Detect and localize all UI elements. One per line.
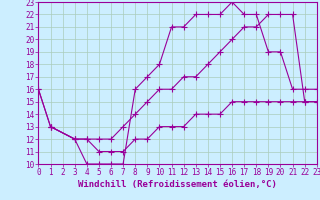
X-axis label: Windchill (Refroidissement éolien,°C): Windchill (Refroidissement éolien,°C): [78, 180, 277, 189]
